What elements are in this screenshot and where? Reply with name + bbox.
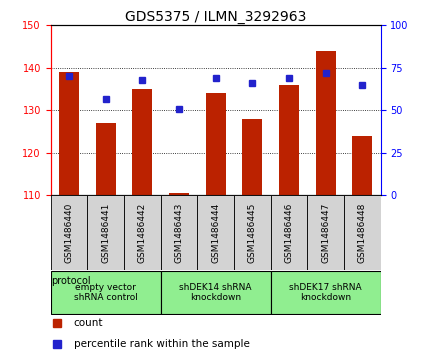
FancyBboxPatch shape xyxy=(307,195,344,270)
Bar xyxy=(315,51,336,195)
Text: GSM1486441: GSM1486441 xyxy=(101,203,110,263)
FancyBboxPatch shape xyxy=(234,195,271,270)
Text: GSM1486446: GSM1486446 xyxy=(284,203,293,263)
Text: shDEK17 shRNA
knockdown: shDEK17 shRNA knockdown xyxy=(289,283,362,302)
Text: empty vector
shRNA control: empty vector shRNA control xyxy=(73,283,138,302)
Text: GSM1486448: GSM1486448 xyxy=(358,203,367,263)
Bar xyxy=(352,136,372,195)
Bar xyxy=(132,89,152,195)
FancyBboxPatch shape xyxy=(124,195,161,270)
Bar xyxy=(95,123,116,195)
Text: shDEK14 shRNA
knockdown: shDEK14 shRNA knockdown xyxy=(180,283,252,302)
FancyBboxPatch shape xyxy=(344,195,381,270)
Text: protocol: protocol xyxy=(51,276,91,286)
FancyBboxPatch shape xyxy=(51,271,161,314)
FancyBboxPatch shape xyxy=(197,195,234,270)
Bar xyxy=(59,72,79,195)
Text: GSM1486447: GSM1486447 xyxy=(321,203,330,263)
Bar xyxy=(242,119,262,195)
FancyBboxPatch shape xyxy=(161,271,271,314)
Title: GDS5375 / ILMN_3292963: GDS5375 / ILMN_3292963 xyxy=(125,11,306,24)
Text: GSM1486443: GSM1486443 xyxy=(174,203,183,263)
Bar xyxy=(205,93,226,195)
FancyBboxPatch shape xyxy=(271,271,381,314)
Bar xyxy=(169,193,189,195)
FancyBboxPatch shape xyxy=(271,195,307,270)
FancyBboxPatch shape xyxy=(161,195,197,270)
FancyBboxPatch shape xyxy=(51,195,87,270)
Text: GSM1486440: GSM1486440 xyxy=(64,203,73,263)
Text: percentile rank within the sample: percentile rank within the sample xyxy=(74,339,249,349)
Text: GSM1486445: GSM1486445 xyxy=(248,203,257,263)
Text: GSM1486444: GSM1486444 xyxy=(211,203,220,263)
Text: GSM1486442: GSM1486442 xyxy=(138,203,147,263)
Bar xyxy=(279,85,299,195)
Text: count: count xyxy=(74,318,103,328)
FancyBboxPatch shape xyxy=(87,195,124,270)
